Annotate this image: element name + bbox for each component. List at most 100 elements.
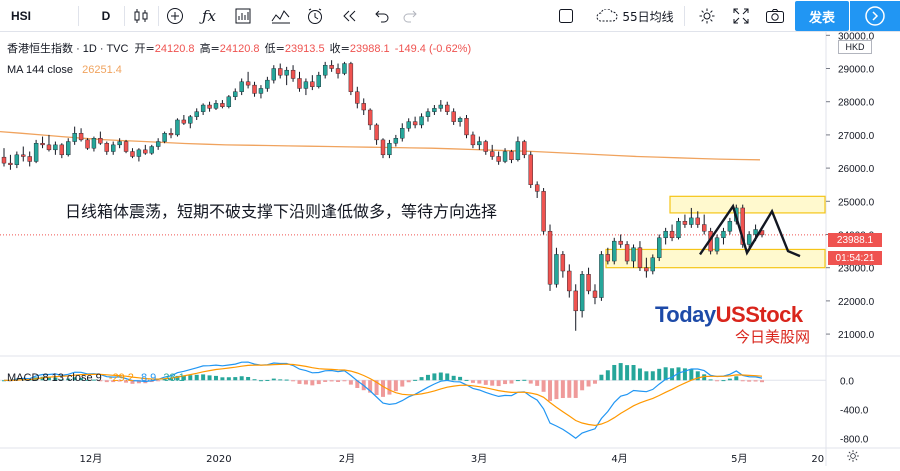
macd-histogram-bar [721, 380, 726, 382]
macd-histogram-bar [695, 371, 700, 381]
macd-histogram-bar [458, 376, 463, 381]
candles-icon[interactable] [128, 4, 154, 28]
macd-histogram-bar [689, 368, 694, 381]
last-price-badge: 23988.1 [828, 233, 882, 247]
settings-gear-icon[interactable] [695, 4, 719, 28]
legend-high: 24120.8 [219, 43, 260, 55]
candle [8, 154, 13, 170]
macd-histogram-bar [284, 379, 289, 381]
interval-button[interactable]: D [101, 9, 111, 23]
candle [470, 131, 476, 149]
macd-histogram-bar [644, 371, 649, 381]
fullscreen-icon[interactable] [729, 4, 753, 28]
macd-histogram-bar [605, 370, 610, 381]
candle [419, 113, 424, 129]
macd-histogram-bar [432, 373, 437, 381]
layout-square-icon[interactable] [555, 4, 577, 28]
candle [695, 211, 700, 228]
ma144-line [0, 130, 761, 161]
candle [149, 144, 154, 155]
macd-histogram-bar [702, 374, 707, 381]
candle [271, 65, 276, 84]
macd-histogram-bar [682, 368, 687, 381]
y-tick-label: 29000.0 [838, 65, 875, 76]
candle [194, 108, 199, 120]
axis-settings-gear-icon[interactable] [846, 449, 860, 468]
chart-svg[interactable]: 30000.0 29000.0 28000.0 27000.0 26000.0 25000… [0, 31, 900, 466]
macd-histogram-bar [252, 379, 257, 381]
candle [21, 146, 26, 162]
candle [335, 63, 341, 79]
alert-clock-icon[interactable] [302, 4, 328, 28]
candle [213, 100, 219, 111]
hist-value: 38.1 [163, 372, 185, 384]
redo-icon[interactable] [398, 4, 422, 28]
macd-histogram-bar [130, 380, 135, 384]
currency-label[interactable]: HKD [838, 40, 872, 54]
x-tick-label: 20 [811, 454, 824, 465]
candle [284, 66, 289, 86]
candle [123, 139, 129, 154]
undo-icon[interactable] [370, 4, 394, 28]
candle [367, 108, 373, 130]
camera-icon[interactable] [763, 4, 787, 28]
candle [701, 214, 707, 235]
candle [515, 136, 521, 162]
candle [162, 131, 167, 144]
candle [721, 227, 726, 245]
annotation-text: 日线箱体震荡，短期不破支撑下沿则逢低做多，等待方向选择 [65, 202, 498, 221]
candle [727, 217, 733, 235]
watermark-logo: TodayUSStock 今日美股网 [655, 302, 811, 346]
candle [496, 151, 501, 165]
candle [66, 138, 71, 157]
macd-histogram-bar [670, 368, 675, 381]
publish-button[interactable]: 发表 [795, 1, 849, 31]
candle [490, 144, 495, 160]
macd-histogram-bar [425, 374, 430, 381]
bar-chart-icon[interactable] [230, 4, 256, 28]
function-icon[interactable]: ƒx [201, 7, 216, 25]
legend-symbol-name: 香港恒生指数 [7, 42, 73, 55]
candle [104, 141, 109, 155]
candle [258, 85, 264, 99]
macd-histogram-bar [117, 380, 122, 382]
macd-histogram-bar [188, 375, 193, 381]
candle [567, 264, 572, 298]
macd-histogram-bar [291, 380, 296, 382]
candle [316, 71, 321, 89]
macd-histogram-bar [734, 376, 739, 381]
macd-histogram-bar [760, 380, 764, 383]
replay-icon[interactable] [336, 4, 362, 28]
macd-histogram-bar [393, 380, 398, 392]
macd-histogram-bar [316, 380, 321, 385]
macd-histogram-bar [72, 377, 77, 381]
chart-area[interactable]: 30000.0 29000.0 28000.0 27000.0 26000.0 25000… [0, 31, 900, 468]
macd-histogram-bar [740, 380, 745, 382]
candle [599, 251, 604, 301]
macd-histogram-bar [303, 380, 308, 385]
ma-label: MA 144 close [7, 64, 74, 76]
candle [432, 105, 437, 115]
y-tick-label: 28000.0 [838, 98, 875, 109]
macd-histogram-bar [483, 380, 488, 385]
candle [714, 234, 720, 255]
candle [168, 128, 174, 139]
macd-histogram-bar [111, 380, 116, 383]
candle [631, 244, 636, 268]
candle [233, 88, 238, 101]
symbol-button[interactable]: HSI [10, 9, 31, 23]
candle [438, 100, 444, 112]
candle [657, 234, 662, 262]
add-indicator-icon[interactable] [162, 4, 188, 28]
legend-low: 23913.5 [284, 43, 325, 55]
publish-arrow-icon[interactable] [850, 1, 900, 31]
candle [445, 101, 450, 115]
compare-icon[interactable] [268, 4, 294, 28]
macd-histogram-bar [535, 380, 540, 386]
macd-histogram-bar [348, 380, 353, 385]
candle [98, 131, 103, 145]
template-button[interactable]: 55日均线 [588, 4, 682, 28]
macd-histogram-bar [753, 380, 758, 382]
macd-histogram-bar [220, 377, 225, 381]
candle [605, 247, 611, 265]
